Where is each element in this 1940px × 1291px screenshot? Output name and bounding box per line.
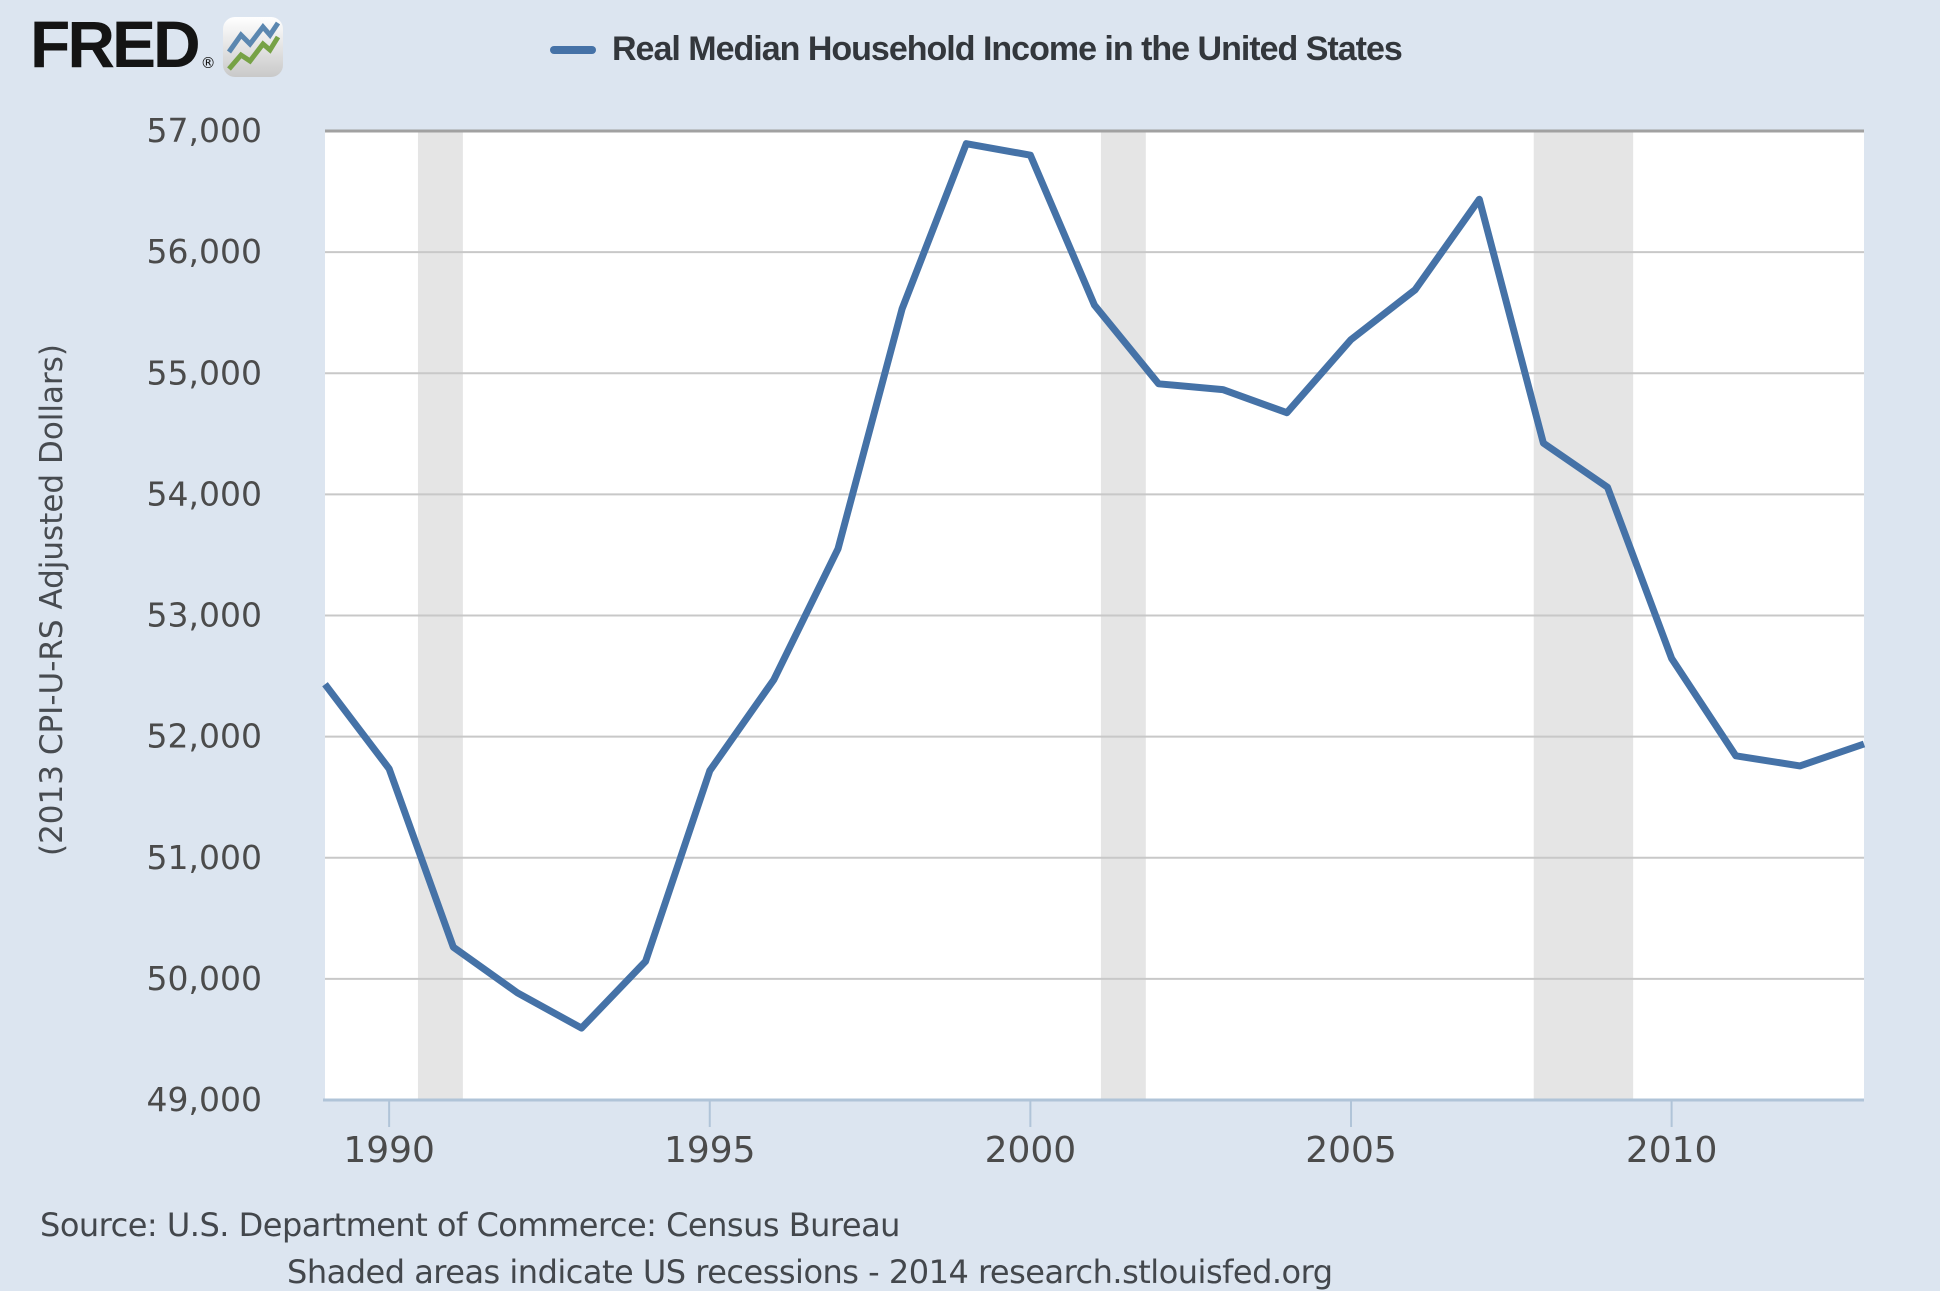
gridlines	[325, 129, 1864, 980]
y-tick-label: 54,000	[147, 474, 262, 513]
y-tick-labels: 49,000 50,000 51,000 52,000 53,000 54,000 55,0…	[147, 111, 262, 1119]
fred-chart-icon	[222, 16, 284, 82]
y-tick-label: 50,000	[147, 959, 262, 998]
x-tick-label: 2005	[1305, 1130, 1397, 1171]
registered-trademark-icon: ®	[200, 54, 216, 72]
recession-note: Shaded areas indicate US recessions - 20…	[287, 1253, 1333, 1291]
x-tick-label: 1990	[343, 1130, 435, 1171]
y-tick-label: 52,000	[147, 717, 262, 756]
y-tick-label: 51,000	[147, 838, 262, 877]
y-tick-label: 57,000	[147, 111, 262, 150]
source-note: Source: U.S. Department of Commerce: Cen…	[40, 1206, 900, 1244]
legend-line-marker	[550, 45, 596, 54]
x-tick-label: 2010	[1626, 1130, 1718, 1171]
y-tick-label: 49,000	[147, 1080, 262, 1119]
income-line	[322, 140, 1866, 1032]
fred-logo-text: FRED	[30, 7, 201, 81]
x-tick-labels: 1990 1995 2000 2005 2010	[343, 1130, 1717, 1171]
income-line-series	[322, 140, 1866, 1032]
x-axis	[323, 1098, 1864, 1127]
legend: Real Median Household Income in the Unit…	[550, 30, 1403, 69]
y-tick-label: 55,000	[147, 353, 262, 392]
x-tick-label: 2000	[985, 1130, 1077, 1171]
x-tick-label: 1995	[664, 1130, 756, 1171]
y-axis-title: (2013 CPI-U-RS Adjusted Dollars)	[34, 343, 70, 857]
fred-logo: FRED ®	[30, 7, 284, 82]
y-tick-label: 56,000	[147, 232, 262, 271]
y-tick-label: 53,000	[147, 596, 262, 635]
chart-title: Real Median Household Income in the Unit…	[612, 30, 1403, 68]
